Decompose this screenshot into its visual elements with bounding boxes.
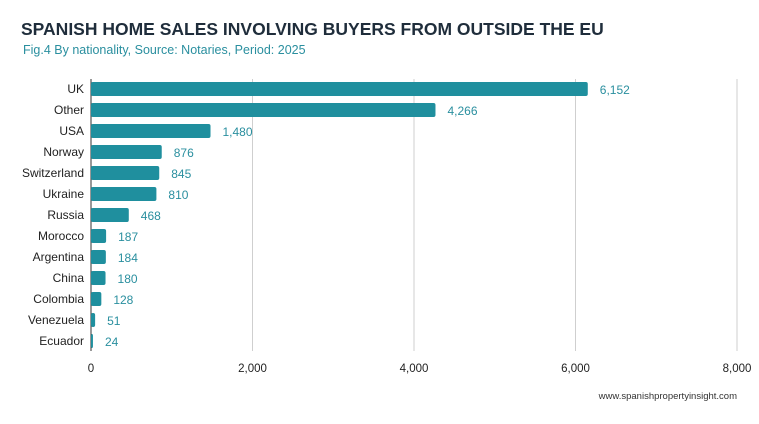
bar [91, 187, 157, 201]
value-label: 24 [105, 335, 119, 349]
category-label: Colombia [33, 292, 84, 306]
x-tick-label: 2,000 [238, 363, 267, 375]
category-label: Switzerland [22, 166, 84, 180]
value-label: 4,266 [447, 104, 477, 118]
category-label: Norway [43, 145, 84, 159]
category-label: Russia [47, 208, 84, 222]
value-label: 187 [118, 230, 138, 244]
value-label: 845 [171, 167, 191, 181]
value-label: 128 [113, 293, 133, 307]
category-label: Other [54, 103, 84, 117]
category-label: China [53, 271, 85, 285]
value-label: 180 [118, 272, 138, 286]
bar [91, 208, 129, 222]
x-tick-label: 4,000 [400, 363, 429, 375]
category-label: Venezuela [28, 313, 84, 327]
category-label: Morocco [38, 229, 84, 243]
value-label: 51 [107, 314, 121, 328]
value-label: 6,152 [600, 83, 630, 97]
bar [91, 124, 211, 138]
bar [91, 229, 107, 243]
bar [91, 166, 160, 180]
bar [91, 271, 106, 285]
bar [91, 145, 162, 159]
value-label: 468 [141, 209, 161, 223]
value-label: 876 [174, 146, 194, 160]
category-label: Argentina [33, 250, 85, 264]
category-label: Ukraine [43, 187, 85, 201]
chart-subtitle: Fig.4 By nationality, Source: Notaries, … [23, 43, 306, 57]
value-label: 1,480 [223, 125, 253, 139]
chart-title: SPANISH HOME SALES INVOLVING BUYERS FROM… [21, 19, 604, 39]
category-label: UK [67, 82, 84, 96]
source-url: www.spanishpropertyinsight.com [598, 391, 737, 402]
bar [91, 292, 102, 306]
value-label: 184 [118, 251, 138, 265]
x-tick-label: 6,000 [561, 363, 590, 375]
x-tick-label: 0 [88, 363, 94, 375]
x-tick-label: 8,000 [723, 363, 752, 375]
value-label: 810 [168, 188, 188, 202]
bar [91, 250, 106, 264]
bar [91, 103, 436, 117]
bar [91, 82, 588, 96]
category-label: Ecuador [39, 334, 84, 348]
category-label: USA [59, 124, 84, 138]
bar [91, 313, 96, 327]
bar [91, 334, 93, 348]
